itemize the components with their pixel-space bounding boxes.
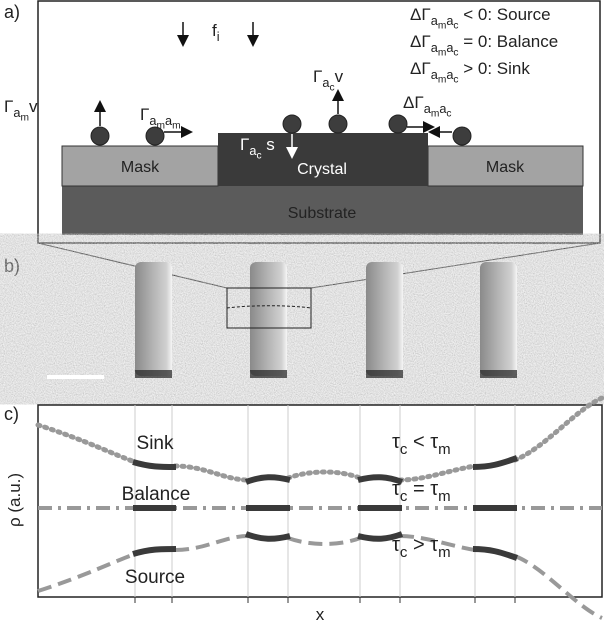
text-run: v xyxy=(335,67,344,86)
text-run: Γ xyxy=(4,97,13,116)
text-run: c xyxy=(446,109,451,120)
text-run: = 0: Balance xyxy=(459,32,559,51)
pillar xyxy=(135,262,172,376)
text-run: s xyxy=(262,135,275,154)
adatom xyxy=(91,127,109,145)
text-run: Γ xyxy=(140,105,149,124)
text-run: ΔΓ xyxy=(410,5,431,24)
text-run: < 0: Source xyxy=(459,5,551,24)
page: a) fi ΔΓamac < 0: Source ΔΓamac = 0: Bal… xyxy=(0,0,604,630)
layer-label: Mask xyxy=(121,159,160,176)
text-run: > 0: Sink xyxy=(459,59,531,78)
rate-label: Γamv xyxy=(4,97,38,124)
text-run: < τ xyxy=(407,431,438,453)
adatom xyxy=(329,115,347,133)
text-run: m xyxy=(438,21,447,32)
text-run: m xyxy=(431,109,440,120)
scale-bar xyxy=(47,375,104,379)
adatom xyxy=(283,115,301,133)
x-axis-label: x xyxy=(316,605,325,624)
layer-label: Mask xyxy=(486,159,525,176)
text-run: ΔΓ xyxy=(403,93,424,112)
curve-label: Balance xyxy=(122,484,191,505)
layer-label: Substrate xyxy=(288,205,357,222)
text-run: ΔΓ xyxy=(410,59,431,78)
text-run: > τ xyxy=(407,534,438,556)
text-run: = τ xyxy=(407,478,438,500)
pillar xyxy=(250,262,287,376)
text-run: m xyxy=(438,488,451,505)
adatom xyxy=(389,115,407,133)
text-run: i xyxy=(217,29,220,44)
panel-label: b) xyxy=(4,256,20,276)
pillar xyxy=(366,262,403,376)
pillar-shadow xyxy=(480,370,517,378)
crystal xyxy=(218,133,428,186)
panel-label: c) xyxy=(4,404,19,424)
panel-label: a) xyxy=(4,2,20,22)
curve-label: Source xyxy=(125,567,185,588)
layer-label: Crystal xyxy=(297,161,347,178)
text-run: m xyxy=(20,113,29,124)
pillar-shadow xyxy=(366,370,403,378)
text-run: τ xyxy=(392,478,400,500)
curve-label: Sink xyxy=(137,433,174,454)
text-run: v xyxy=(29,97,38,116)
text-run: τ xyxy=(392,431,400,453)
text-run: m xyxy=(438,544,451,561)
text-run: ΔΓ xyxy=(410,32,431,51)
text-run: m xyxy=(438,48,447,59)
text-run: m xyxy=(438,441,451,458)
text-run: m xyxy=(438,75,447,86)
micrograph xyxy=(38,248,602,390)
text-run: m xyxy=(172,121,181,132)
adatom xyxy=(453,127,471,145)
figure: a) fi ΔΓamac < 0: Source ΔΓamac = 0: Bal… xyxy=(0,0,604,625)
x-ticks xyxy=(135,597,515,603)
text-run: Γ xyxy=(313,67,322,86)
text-run: m xyxy=(156,121,165,132)
pillar xyxy=(480,262,517,376)
pillar-shadow xyxy=(250,370,287,378)
y-axis-label: ρ (a.u.) xyxy=(5,473,24,527)
text-run: τ xyxy=(392,534,400,556)
pillar-shadow xyxy=(135,370,172,378)
text-run: Γ xyxy=(240,135,249,154)
